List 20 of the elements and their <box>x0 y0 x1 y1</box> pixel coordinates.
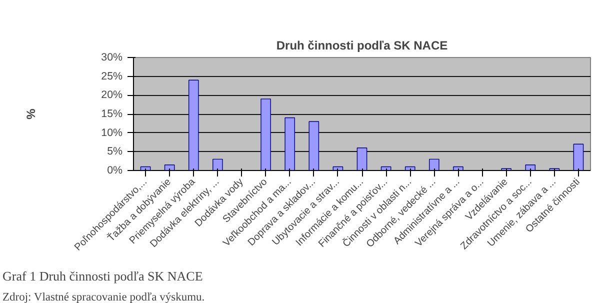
y-tick-label: 25% <box>101 70 124 82</box>
chart-title: Druh činnosti podľa SK NACE <box>276 38 448 52</box>
y-axis-title: % <box>24 108 38 120</box>
text: Graf 1 Druh činnosti podľa SK NACE <box>2 268 203 284</box>
bar <box>308 121 320 170</box>
bar <box>212 158 223 170</box>
bar <box>284 117 296 170</box>
y-tick-label: 10% <box>101 126 124 139</box>
y-tick-label: 5% <box>107 146 124 158</box>
bar <box>525 164 536 170</box>
y-tick-label: 15% <box>101 108 124 120</box>
bar <box>428 158 440 170</box>
bar <box>188 80 199 170</box>
bar <box>573 144 584 170</box>
y-tick-label: 30% <box>101 52 124 64</box>
y-tick-label: 0% <box>107 164 124 176</box>
y-tick-label: 20% <box>101 89 124 102</box>
text: Zdroj: Vlastné spracovanie podľa výskumu. <box>2 292 205 303</box>
bar <box>260 98 271 170</box>
bar <box>356 148 368 170</box>
